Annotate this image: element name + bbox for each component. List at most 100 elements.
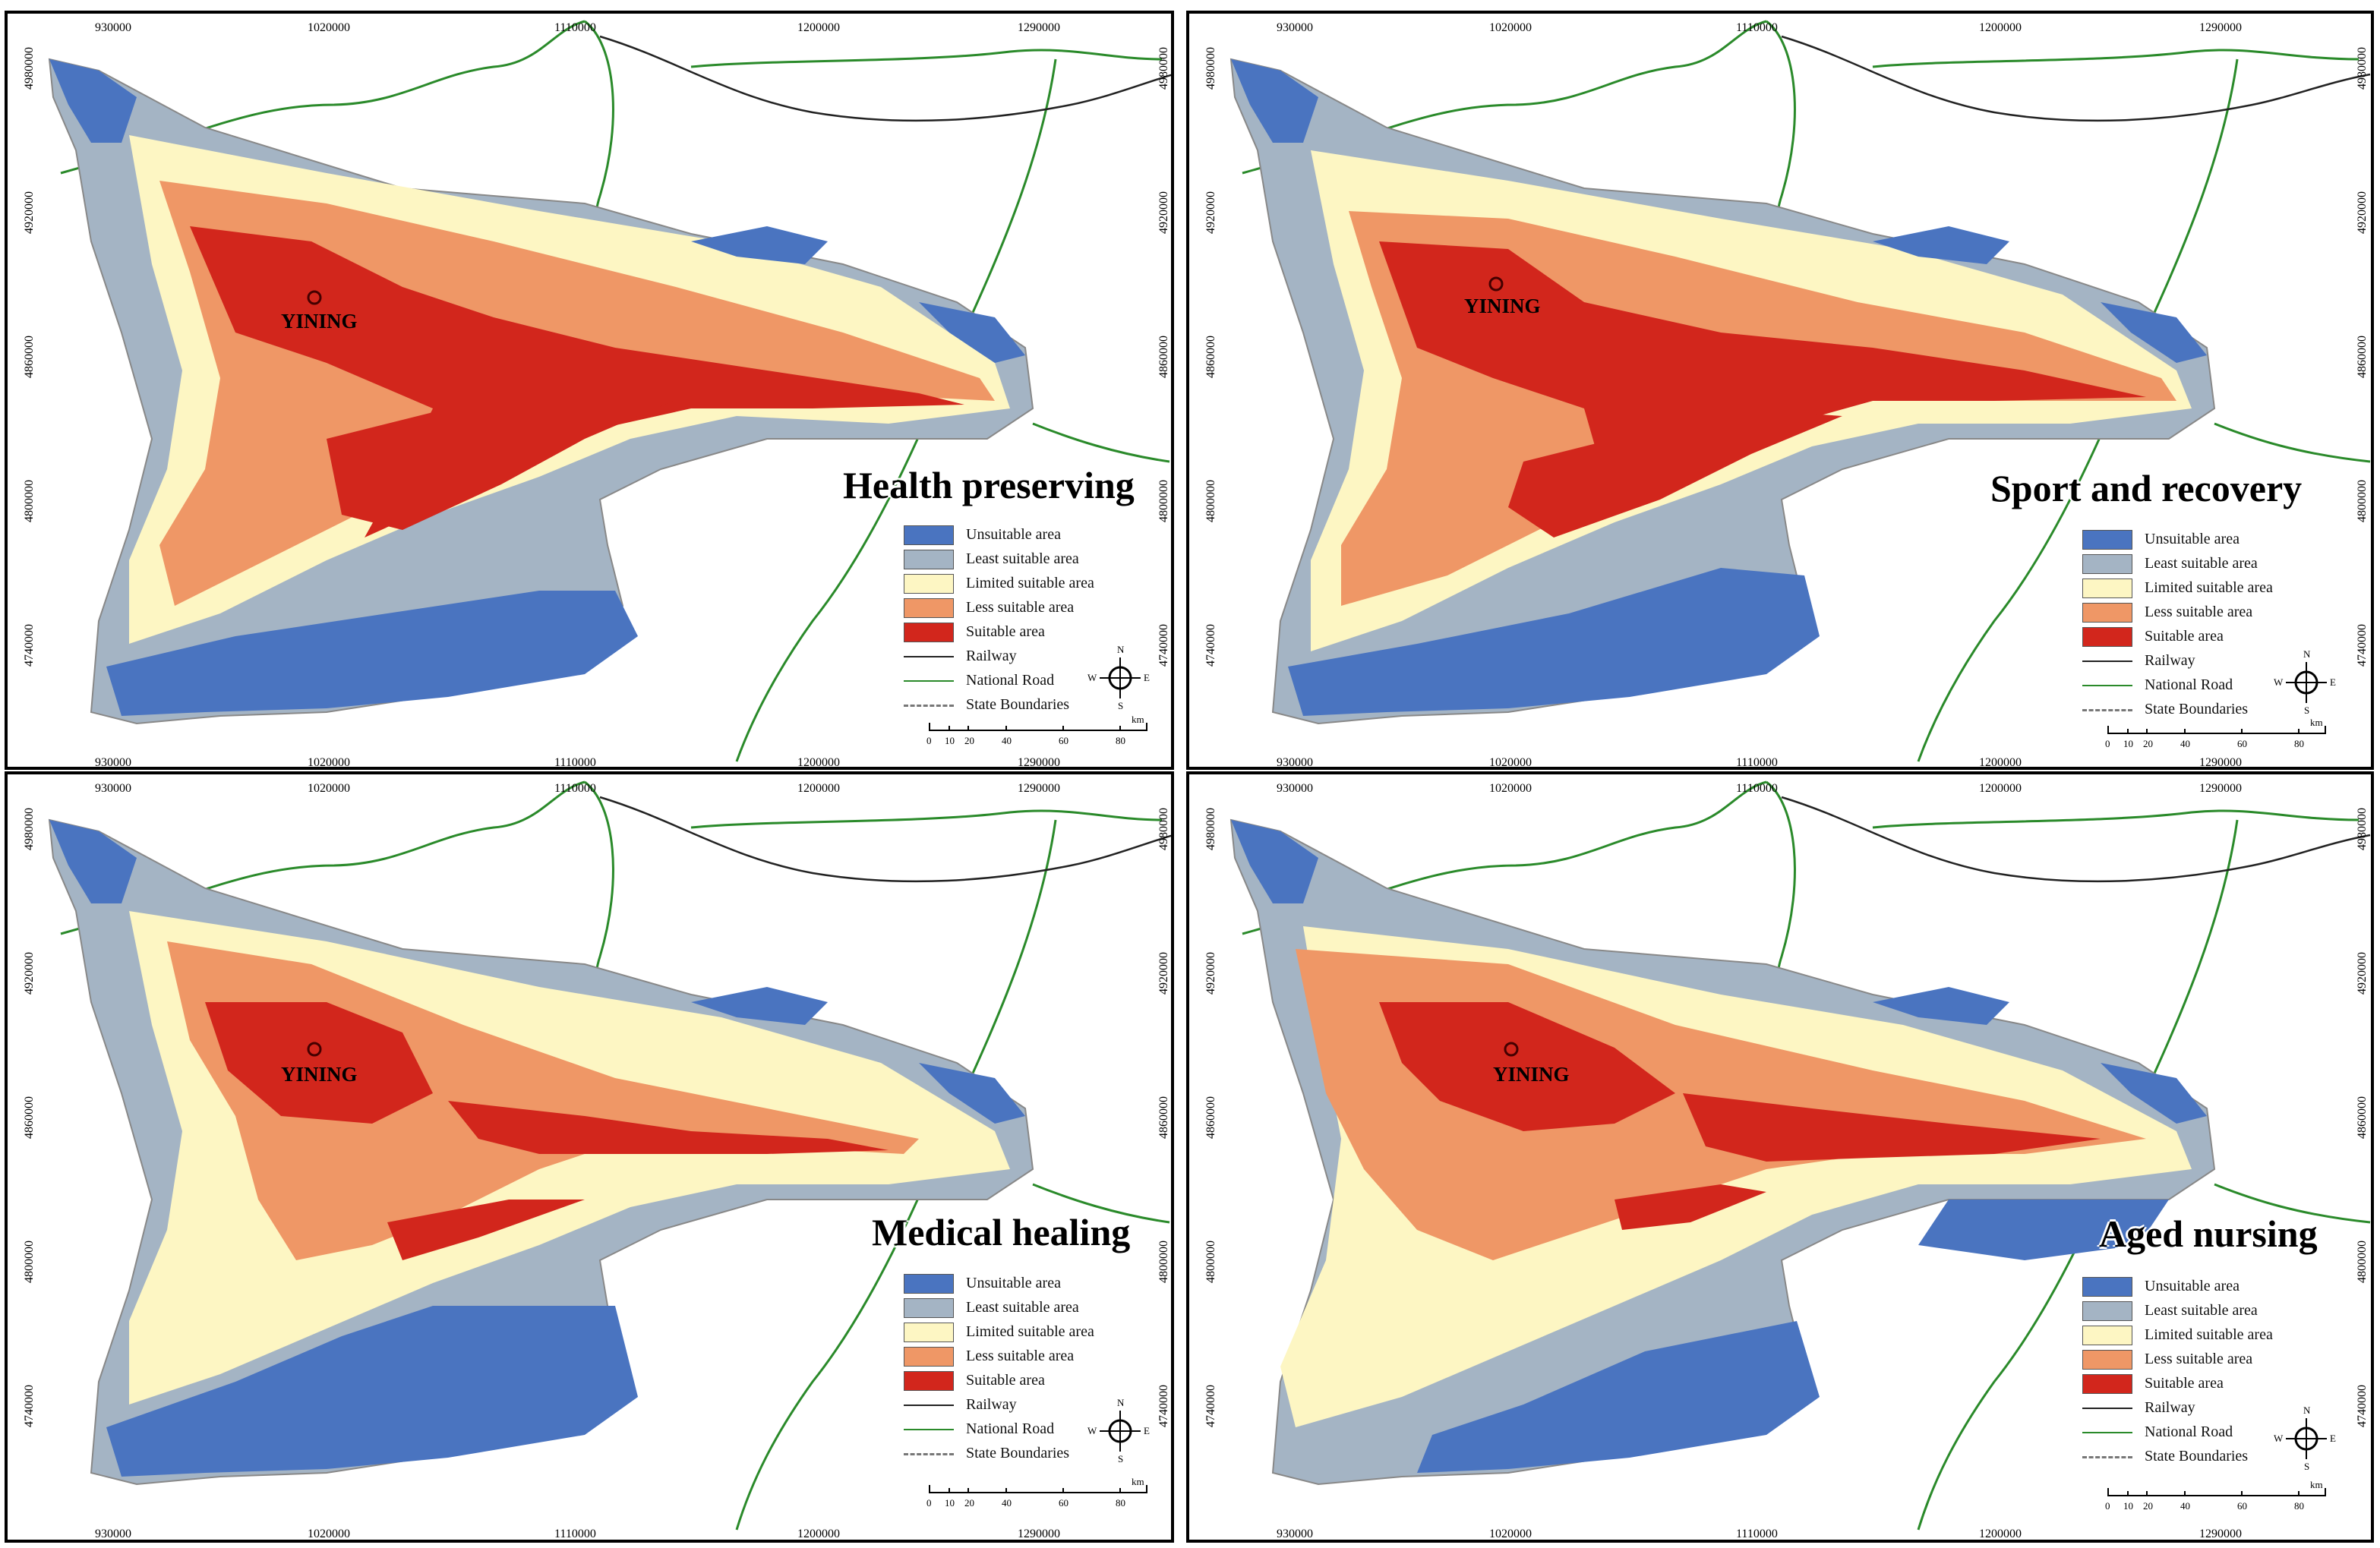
legend-line-state-boundaries: [2082, 709, 2132, 711]
y-tick-left-4740000: 4740000: [23, 1385, 36, 1427]
y-tick-left-4860000: 4860000: [23, 336, 36, 378]
x-tick-bottom-1020000: 1020000: [1489, 1528, 1532, 1540]
x-tick-bottom-1200000: 1200000: [797, 756, 840, 769]
scale-tick: 60: [2237, 1500, 2247, 1512]
city-label: YINING: [281, 1063, 358, 1086]
compass-n: N: [2303, 1405, 2311, 1416]
y-tick-left-4860000: 4860000: [23, 1096, 36, 1139]
scale-tick: 40: [1002, 1497, 1012, 1509]
legend-label: National Road: [2145, 676, 2233, 693]
y-tick-left-4860000: 4860000: [1204, 336, 1217, 378]
x-tick-top-930000: 930000: [1277, 782, 1313, 795]
legend-item-state-boundaries: State Boundaries: [2082, 1446, 2325, 1468]
legend-item-unsuitable: Unsuitable area: [904, 1272, 1147, 1295]
scale-tick: 80: [2294, 1500, 2304, 1512]
legend-swatch-less-suitable: [904, 1347, 954, 1367]
legend-label: Least suitable area: [2145, 1302, 2258, 1319]
x-tick-bottom-930000: 930000: [95, 756, 131, 769]
map-canvas: [48, 780, 1171, 1531]
x-tick-bottom-1020000: 1020000: [308, 756, 350, 769]
compass-s: S: [2304, 705, 2310, 716]
x-tick-bottom-1020000: 1020000: [308, 1528, 350, 1540]
legend-label: Less suitable area: [966, 599, 1075, 616]
compass-s: S: [2304, 1461, 2310, 1472]
legend-swatch-less-suitable: [2082, 1350, 2132, 1370]
compass-s: S: [1118, 1453, 1124, 1464]
scale-tick: 0: [2105, 1500, 2110, 1512]
map-panel-health-preserving: 930000 1020000 1110000 1200000 1290000 9…: [5, 11, 1174, 770]
legend-line-state-boundaries: [904, 705, 954, 707]
scale-tick: 40: [2180, 1500, 2190, 1512]
x-tick-top-1290000: 1290000: [1018, 21, 1060, 34]
legend-line-railway: [904, 656, 954, 657]
y-tick-right-4740000: 4740000: [2356, 1385, 2369, 1427]
legend-label: Less suitable area: [2145, 1351, 2253, 1367]
legend-label: Suitable area: [966, 623, 1045, 640]
legend-item-unsuitable: Unsuitable area: [2082, 528, 2325, 551]
panel-title: Health preserving: [843, 464, 1135, 506]
y-tick-left-4800000: 4800000: [1204, 1241, 1217, 1283]
scale-tick: 80: [1116, 735, 1125, 746]
roads-layer: [1242, 780, 2371, 1531]
y-tick-left-4800000: 4800000: [23, 480, 36, 522]
legend-label: Railway: [2145, 1399, 2195, 1416]
city-marker: [1488, 276, 1504, 292]
legend-label: Limited suitable area: [966, 1323, 1094, 1340]
legend-item-less-suitable: Less suitable area: [904, 1345, 1147, 1368]
y-tick-left-4800000: 4800000: [23, 1241, 36, 1283]
compass-w: W: [1087, 1425, 1097, 1436]
legend-swatch-least-suitable: [2082, 554, 2132, 574]
x-tick-bottom-930000: 930000: [1277, 756, 1313, 769]
roads-layer: [60, 20, 1171, 762]
legend-swatch-limited-suitable: [904, 1323, 954, 1342]
x-tick-bottom-930000: 930000: [1277, 1528, 1313, 1540]
scale-bar: 0 10 20 40 60 80 km: [2105, 1479, 2333, 1515]
legend: Unsuitable area Least suitable area Limi…: [904, 1272, 1147, 1470]
legend-swatch-suitable: [2082, 1374, 2132, 1394]
legend-item-suitable: Suitable area: [904, 621, 1147, 644]
legend-label: Limited suitable area: [2145, 579, 2273, 596]
legend-label: Limited suitable area: [966, 575, 1094, 591]
legend-label: Less suitable area: [966, 1348, 1075, 1364]
map-panel-medical-healing: 930000 1020000 1110000 1200000 1290000 9…: [5, 771, 1174, 1543]
legend-item-suitable: Suitable area: [2082, 1373, 2325, 1395]
compass-e: E: [2330, 1433, 2336, 1444]
legend-label: Suitable area: [2145, 628, 2224, 645]
y-tick-left-4980000: 4980000: [23, 808, 36, 850]
legend-swatch-less-suitable: [904, 598, 954, 618]
map-panel-aged-nursing: 930000 1020000 1110000 1200000 1290000 9…: [1186, 771, 2374, 1543]
y-tick-right-4980000: 4980000: [2356, 808, 2369, 850]
legend-swatch-limited-suitable: [904, 574, 954, 594]
y-tick-right-4800000: 4800000: [2356, 1241, 2369, 1283]
legend-item-railway: Railway: [904, 645, 1147, 668]
x-tick-bottom-1290000: 1290000: [2199, 1528, 2242, 1540]
legend-swatch-least-suitable: [2082, 1301, 2132, 1321]
region-layer: [1229, 818, 2216, 1486]
city-marker: [1504, 1042, 1519, 1057]
scale-tick: 20: [964, 735, 974, 746]
legend-swatch-limited-suitable: [2082, 579, 2132, 598]
legend-line-state-boundaries: [2082, 1456, 2132, 1458]
legend-swatch-suitable: [904, 1371, 954, 1391]
y-tick-right-4800000: 4800000: [2356, 480, 2369, 522]
region-layer: [1229, 58, 2216, 725]
legend-item-least-suitable: Least suitable area: [904, 548, 1147, 571]
legend-item-state-boundaries: State Boundaries: [2082, 698, 2325, 721]
city-label: YINING: [1493, 1063, 1570, 1086]
y-tick-left-4920000: 4920000: [1204, 952, 1217, 995]
scale-bar: 0 10 20 40 60 80 km: [926, 1476, 1154, 1512]
legend-item-limited-suitable: Limited suitable area: [2082, 1324, 2325, 1347]
legend-label: Suitable area: [2145, 1375, 2224, 1392]
legend-item-least-suitable: Least suitable area: [904, 1297, 1147, 1319]
legend-item-less-suitable: Less suitable area: [904, 597, 1147, 620]
legend-label: Railway: [966, 648, 1017, 664]
x-tick-bottom-1200000: 1200000: [797, 1528, 840, 1540]
north-arrow-icon: N S W E: [2274, 1405, 2336, 1472]
x-tick-bottom-1200000: 1200000: [1979, 756, 2022, 769]
north-arrow-icon: N S W E: [1087, 644, 1150, 711]
x-tick-bottom-1020000: 1020000: [1489, 756, 1532, 769]
x-tick-bottom-1200000: 1200000: [1979, 1528, 2022, 1540]
x-tick-bottom-1110000: 1110000: [554, 1528, 596, 1540]
scale-unit: km: [2310, 717, 2323, 728]
legend-swatch-suitable: [904, 623, 954, 642]
